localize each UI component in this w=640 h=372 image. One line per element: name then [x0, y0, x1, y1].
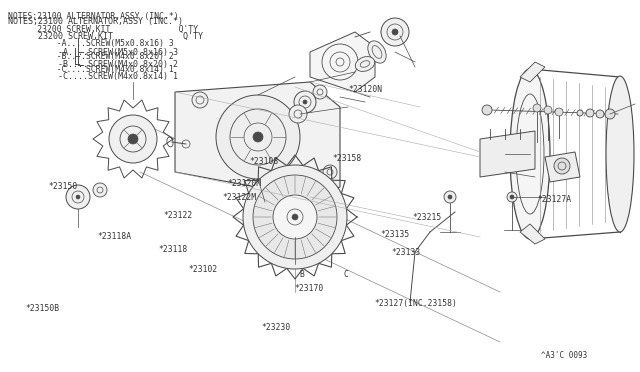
Text: *23135: *23135 — [381, 230, 410, 239]
Polygon shape — [175, 82, 340, 197]
Ellipse shape — [76, 195, 80, 199]
Ellipse shape — [66, 185, 90, 209]
Text: -B....SCREW(M4x0.8x20) 2: -B....SCREW(M4x0.8x20) 2 — [8, 52, 173, 61]
Ellipse shape — [355, 57, 374, 71]
Text: NOTES;23100 ALTERNATOR,ASSY (INC.*): NOTES;23100 ALTERNATOR,ASSY (INC.*) — [8, 12, 179, 21]
Text: *23127(INC.23158): *23127(INC.23158) — [374, 299, 457, 308]
Ellipse shape — [289, 105, 307, 123]
Ellipse shape — [554, 158, 570, 174]
Ellipse shape — [507, 192, 517, 202]
Ellipse shape — [313, 85, 327, 99]
Text: *23170: *23170 — [294, 284, 324, 293]
Text: *23120M: *23120M — [227, 179, 261, 187]
Text: *23133: *23133 — [392, 248, 421, 257]
Ellipse shape — [109, 115, 157, 163]
Ellipse shape — [444, 191, 456, 203]
Ellipse shape — [448, 195, 452, 199]
Polygon shape — [480, 131, 535, 177]
Text: *23122: *23122 — [163, 211, 193, 220]
Ellipse shape — [381, 18, 409, 46]
Text: -B....SCREW(M4x0.8x20) 2: -B....SCREW(M4x0.8x20) 2 — [8, 60, 178, 69]
Text: NOTES;23100 ALTERNATOR,ASSY (INC.*): NOTES;23100 ALTERNATOR,ASSY (INC.*) — [8, 17, 183, 26]
Ellipse shape — [260, 176, 275, 188]
Ellipse shape — [253, 175, 337, 259]
Ellipse shape — [392, 29, 398, 35]
Ellipse shape — [93, 183, 107, 197]
Ellipse shape — [253, 132, 263, 142]
Text: *23118A: *23118A — [97, 232, 131, 241]
Text: *23127A: *23127A — [538, 195, 572, 203]
Ellipse shape — [292, 214, 298, 220]
Ellipse shape — [294, 91, 316, 113]
Ellipse shape — [577, 110, 583, 116]
Ellipse shape — [128, 134, 138, 144]
Text: *23158: *23158 — [333, 154, 362, 163]
Ellipse shape — [273, 195, 317, 239]
Text: -A....SCREW(M5x0.8x16) 3: -A....SCREW(M5x0.8x16) 3 — [8, 39, 173, 48]
Text: B: B — [300, 270, 305, 279]
Text: *23150B: *23150B — [26, 304, 60, 312]
Ellipse shape — [544, 106, 552, 114]
Text: C: C — [343, 270, 348, 279]
Polygon shape — [310, 32, 375, 92]
Ellipse shape — [482, 105, 492, 115]
Ellipse shape — [596, 110, 604, 118]
Polygon shape — [545, 152, 580, 182]
Ellipse shape — [533, 104, 541, 112]
Text: *23122M: *23122M — [223, 193, 257, 202]
Text: *23150: *23150 — [49, 182, 78, 190]
Ellipse shape — [586, 109, 594, 117]
Text: *23120N: *23120N — [349, 85, 383, 94]
Text: *23230: *23230 — [261, 323, 291, 332]
Ellipse shape — [303, 100, 307, 104]
Text: *23108: *23108 — [250, 157, 279, 166]
Ellipse shape — [510, 69, 550, 239]
Text: -C....SCREW(M4x0.8x14) 1: -C....SCREW(M4x0.8x14) 1 — [8, 72, 178, 81]
Text: 23200 SCREW,KIT              Q'TY: 23200 SCREW,KIT Q'TY — [8, 32, 203, 41]
Text: -A....SCREW(M5x0.8x16) 3: -A....SCREW(M5x0.8x16) 3 — [8, 48, 178, 57]
Polygon shape — [520, 62, 545, 82]
Ellipse shape — [192, 92, 208, 108]
Text: ^A3'C 0093: ^A3'C 0093 — [541, 351, 587, 360]
Ellipse shape — [323, 165, 337, 179]
Ellipse shape — [606, 76, 634, 232]
Text: *23102: *23102 — [189, 265, 218, 274]
Text: 23200 SCREW,KIT              Q'TY: 23200 SCREW,KIT Q'TY — [8, 25, 198, 34]
Text: -C....SCREW(M4x0.8x14) 1: -C....SCREW(M4x0.8x14) 1 — [8, 65, 173, 74]
Ellipse shape — [243, 165, 347, 269]
Ellipse shape — [368, 41, 386, 63]
Text: *23118: *23118 — [159, 245, 188, 254]
Ellipse shape — [555, 108, 563, 116]
Text: *23215: *23215 — [413, 213, 442, 222]
Ellipse shape — [216, 95, 300, 179]
Polygon shape — [520, 224, 545, 244]
Ellipse shape — [605, 109, 615, 119]
Ellipse shape — [510, 195, 514, 199]
